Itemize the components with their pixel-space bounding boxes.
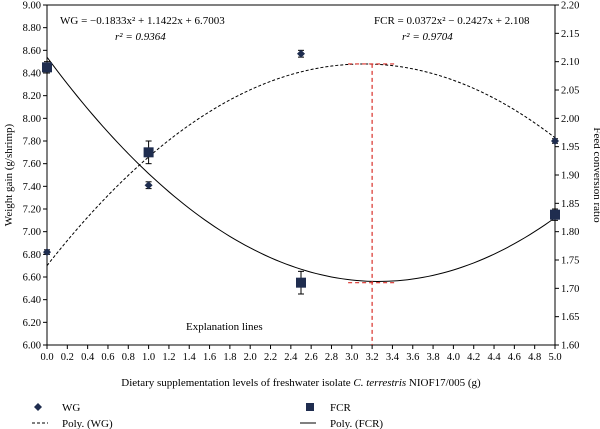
y-right-tick-label: 1.95 <box>561 142 579 153</box>
fcr-equation: FCR = 0.0372x² − 0.2427x + 2.108 <box>374 15 530 27</box>
wg-point <box>297 49 305 58</box>
x-tick-label: 0.6 <box>101 352 114 363</box>
explanation-lines <box>348 63 397 345</box>
y-left-tick-label: 9.00 <box>23 1 41 12</box>
fcr-point <box>42 62 52 73</box>
fcr-r2: r² = 0.9704 <box>402 31 453 43</box>
x-tick-label: 3.2 <box>366 352 379 363</box>
fit-curves <box>46 56 556 282</box>
fcr-point <box>143 147 154 158</box>
legend-poly-fcr-label: Poly. (FCR) <box>330 418 383 429</box>
x-axis-ticks: 0.0 0.2 0.4 0.6 0.8 1.0 1.2 1.4 1.6 1.8 2.0 2.2 2.4 2… <box>40 345 562 363</box>
fcr-point <box>550 209 560 220</box>
x-tick-label: 2.6 <box>305 352 318 363</box>
y-right-tick-label: 2.15 <box>561 29 579 40</box>
x-tick-label: 0.4 <box>81 352 95 363</box>
x-axis-title: Dietary supplementation levels of freshw… <box>121 377 481 389</box>
y-right-tick-label: 1.80 <box>561 227 579 238</box>
right-axis-ticks: 1.60 1.65 1.70 1.75 1.80 1.85 1.90 1.95 2.00 2.05… <box>555 1 579 352</box>
x-tick-label: 0.2 <box>61 352 74 363</box>
legend-wg-label: WG <box>62 402 80 414</box>
x-tick-label: 1.2 <box>162 352 175 363</box>
y-left-tick-label: 8.00 <box>23 114 41 125</box>
y-left-tick-label: 8.20 <box>23 91 41 102</box>
x-axis-title-prefix: Dietary supplementation levels of freshw… <box>121 377 353 389</box>
x-tick-label: 3.0 <box>345 352 358 363</box>
x-axis-title-italic: C. terrestris <box>353 377 406 389</box>
y-left-tick-label: 8.40 <box>23 69 41 80</box>
y-left-axis-title: Weight gain (g/shrimp) <box>3 123 15 226</box>
y-right-tick-label: 2.20 <box>561 1 579 12</box>
y-right-tick-label: 1.85 <box>561 199 579 210</box>
y-left-tick-label: 6.60 <box>23 273 41 284</box>
x-tick-label: 0.8 <box>122 352 135 363</box>
y-left-tick-label: 6.00 <box>23 341 41 352</box>
y-right-tick-label: 2.05 <box>561 86 579 97</box>
legend-wg-marker <box>34 403 42 411</box>
wg-r2: r² = 0.9364 <box>115 31 166 43</box>
left-axis-ticks: 6.00 6.20 6.40 6.60 6.80 7.00 7.20 7.40 7.60 7.80… <box>23 1 47 352</box>
y-left-tick-label: 6.20 <box>23 318 41 329</box>
poly-fcr-curve <box>46 56 556 282</box>
legend-fcr-marker <box>306 403 314 411</box>
x-tick-label: 1.6 <box>203 352 216 363</box>
x-tick-label: 1.0 <box>142 352 155 363</box>
y-right-tick-label: 1.75 <box>561 256 579 267</box>
x-tick-label: 1.8 <box>223 352 236 363</box>
wg-point <box>144 181 153 190</box>
y-right-tick-label: 1.60 <box>561 341 579 352</box>
x-tick-label: 4.8 <box>528 352 541 363</box>
x-tick-label: 2.0 <box>244 352 257 363</box>
x-tick-label: 2.8 <box>325 352 338 363</box>
x-tick-label: 3.6 <box>406 352 419 363</box>
x-tick-label: 0.0 <box>40 352 53 363</box>
y-right-tick-label: 1.70 <box>561 284 579 295</box>
y-right-tick-label: 2.10 <box>561 57 579 68</box>
data-points <box>42 49 560 295</box>
fcr-point <box>296 277 306 288</box>
x-tick-label: 3.4 <box>386 352 400 363</box>
y-left-tick-label: 8.60 <box>23 46 41 57</box>
y-left-tick-label: 6.80 <box>23 250 41 261</box>
wg-equation: WG = −0.1833x² + 1.1422x + 6.7003 <box>60 15 225 27</box>
legend: WG FCR Poly. (WG) Poly. (FCR) <box>32 402 383 429</box>
y-right-axis-title: Feed conversion ratio <box>591 127 600 223</box>
x-tick-label: 1.4 <box>183 352 197 363</box>
y-left-tick-label: 6.40 <box>23 295 41 306</box>
y-left-tick-label: 7.80 <box>23 137 41 148</box>
x-tick-label: 5.0 <box>548 352 561 363</box>
y-left-tick-label: 7.20 <box>23 205 41 216</box>
x-tick-label: 2.2 <box>264 352 277 363</box>
x-tick-label: 4.2 <box>467 352 480 363</box>
y-left-tick-label: 8.80 <box>23 23 41 34</box>
x-axis-title-suffix: NIOF17/005 (g) <box>406 377 481 389</box>
poly-wg-curve <box>46 63 556 266</box>
explanation-lines-label: Explanation lines <box>186 321 263 333</box>
y-right-tick-label: 1.90 <box>561 171 579 182</box>
wg-point <box>551 137 559 145</box>
x-tick-label: 4.4 <box>487 352 501 363</box>
legend-poly-wg-label: Poly. (WG) <box>62 418 113 429</box>
y-right-tick-label: 1.65 <box>561 312 579 323</box>
y-left-tick-label: 7.60 <box>23 159 41 170</box>
x-tick-label: 2.4 <box>284 352 298 363</box>
wg-point <box>43 248 51 257</box>
x-tick-label: 4.6 <box>508 352 521 363</box>
y-left-tick-label: 7.40 <box>23 182 41 193</box>
x-tick-label: 3.8 <box>427 352 440 363</box>
y-right-tick-label: 2.00 <box>561 114 579 125</box>
legend-fcr-label: FCR <box>330 402 351 414</box>
x-tick-label: 4.0 <box>447 352 460 363</box>
y-left-tick-label: 7.00 <box>23 227 41 238</box>
